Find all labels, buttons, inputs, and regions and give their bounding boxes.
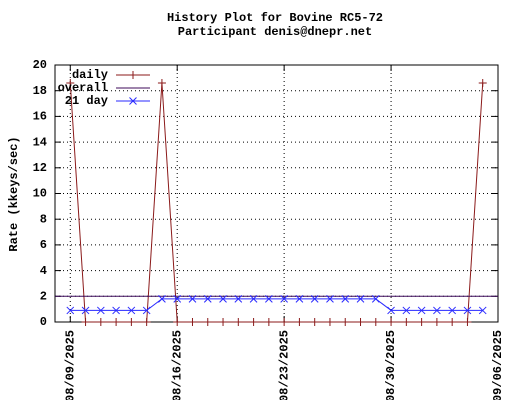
y-tick-label: 8 bbox=[40, 212, 47, 226]
y-tick-label: 0 bbox=[40, 315, 47, 329]
point-marker bbox=[325, 318, 334, 326]
point-marker bbox=[448, 306, 457, 315]
point-marker bbox=[265, 295, 273, 303]
point-marker bbox=[432, 318, 441, 326]
point-marker bbox=[81, 318, 90, 326]
point-marker bbox=[478, 306, 487, 315]
y-tick-label: 6 bbox=[40, 238, 47, 252]
point-marker bbox=[66, 78, 75, 87]
legend-label: 21 day bbox=[65, 94, 108, 108]
point-marker bbox=[264, 318, 273, 326]
point-marker bbox=[387, 306, 395, 315]
point-marker bbox=[448, 318, 457, 326]
point-marker bbox=[96, 318, 105, 326]
point-marker bbox=[280, 295, 288, 303]
point-marker bbox=[402, 318, 411, 326]
series-line bbox=[69, 82, 484, 323]
point-marker bbox=[81, 306, 90, 315]
point-marker bbox=[341, 295, 350, 303]
y-axis-label: Rate (kkeys/sec) bbox=[7, 136, 21, 251]
point-marker bbox=[188, 318, 197, 326]
point-marker bbox=[463, 306, 472, 315]
point-marker bbox=[127, 318, 136, 326]
point-marker bbox=[310, 318, 319, 326]
y-tick-label: 20 bbox=[33, 58, 47, 72]
point-marker bbox=[463, 318, 472, 326]
x-tick-label: 08/16/2025 bbox=[170, 330, 184, 400]
point-marker bbox=[356, 318, 365, 326]
point-marker bbox=[157, 78, 166, 87]
series-line bbox=[70, 298, 483, 311]
legend-label: daily bbox=[72, 68, 108, 82]
point-marker bbox=[127, 306, 136, 315]
y-tick-label: 4 bbox=[40, 264, 47, 278]
point-marker bbox=[417, 318, 426, 326]
point-marker bbox=[142, 306, 151, 315]
point-marker bbox=[295, 318, 304, 326]
point-marker bbox=[203, 318, 212, 326]
legend-label: overall bbox=[58, 81, 108, 95]
point-marker bbox=[417, 306, 426, 315]
point-marker bbox=[387, 318, 396, 326]
point-marker bbox=[433, 306, 441, 315]
point-marker bbox=[326, 295, 334, 303]
point-marker bbox=[203, 295, 212, 303]
point-marker bbox=[310, 295, 319, 303]
chart-title: History Plot for Bovine RC5-72 bbox=[167, 11, 383, 25]
point-marker bbox=[173, 295, 182, 303]
y-tick-label: 14 bbox=[33, 135, 47, 149]
point-marker bbox=[249, 295, 258, 303]
point-marker bbox=[341, 318, 350, 326]
point-marker bbox=[173, 318, 182, 326]
point-marker bbox=[219, 295, 227, 303]
x-tick-label: 09/06/2025 bbox=[491, 330, 505, 400]
legend-marker bbox=[129, 97, 137, 105]
point-marker bbox=[96, 306, 105, 315]
y-tick-label: 10 bbox=[33, 187, 47, 201]
chart-subtitle: Participant denis@dnepr.net bbox=[178, 25, 372, 39]
point-marker bbox=[219, 318, 228, 326]
point-marker bbox=[112, 306, 120, 315]
x-tick-label: 08/09/2025 bbox=[63, 330, 77, 400]
point-marker bbox=[188, 295, 197, 303]
point-marker bbox=[371, 295, 380, 303]
point-marker bbox=[249, 318, 258, 326]
point-marker bbox=[280, 318, 289, 326]
point-marker bbox=[142, 318, 151, 326]
y-tick-label: 12 bbox=[33, 161, 47, 175]
point-marker bbox=[478, 78, 487, 87]
point-marker bbox=[66, 306, 75, 315]
point-marker bbox=[402, 306, 411, 315]
legend-marker bbox=[129, 71, 137, 79]
point-marker bbox=[112, 318, 121, 326]
y-tick-label: 2 bbox=[40, 289, 47, 303]
point-marker bbox=[158, 295, 166, 303]
point-marker bbox=[371, 318, 380, 326]
y-tick-label: 18 bbox=[33, 84, 47, 98]
x-tick-label: 08/30/2025 bbox=[384, 330, 398, 400]
point-marker bbox=[234, 295, 243, 303]
y-tick-label: 16 bbox=[33, 110, 47, 124]
point-marker bbox=[295, 295, 304, 303]
point-marker bbox=[356, 295, 365, 303]
point-marker bbox=[234, 318, 243, 326]
x-tick-label: 08/23/2025 bbox=[277, 330, 291, 400]
